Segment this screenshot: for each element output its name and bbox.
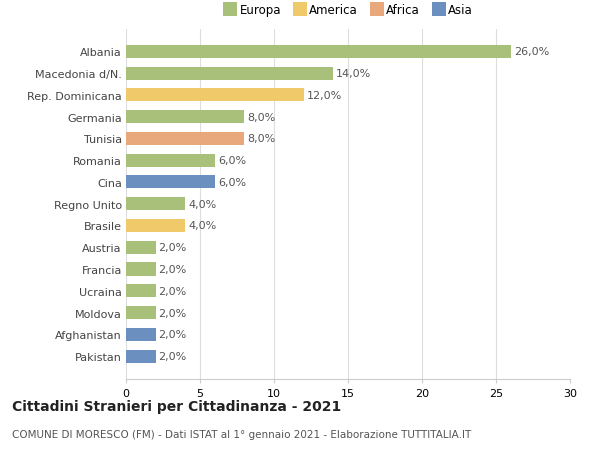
Text: 2,0%: 2,0% (158, 264, 187, 274)
Text: 4,0%: 4,0% (188, 199, 217, 209)
Bar (126, 241, 155, 254)
Bar (126, 46, 511, 59)
Text: 2,0%: 2,0% (158, 243, 187, 253)
Text: 8,0%: 8,0% (247, 112, 275, 123)
Text: COMUNE DI MORESCO (FM) - Dati ISTAT al 1° gennaio 2021 - Elaborazione TUTTITALIA: COMUNE DI MORESCO (FM) - Dati ISTAT al 1… (12, 429, 471, 439)
Bar (126, 133, 244, 146)
Bar (126, 111, 244, 124)
Text: 6,0%: 6,0% (218, 156, 246, 166)
Bar (126, 67, 333, 80)
Text: Cittadini Stranieri per Cittadinanza - 2021: Cittadini Stranieri per Cittadinanza - 2… (12, 399, 341, 413)
Legend: Europa, America, Africa, Asia: Europa, America, Africa, Asia (223, 4, 473, 17)
Text: 26,0%: 26,0% (514, 47, 549, 57)
Bar (126, 306, 155, 319)
Bar (126, 263, 155, 276)
Bar (126, 350, 155, 363)
Bar (126, 285, 155, 297)
Bar (126, 89, 304, 102)
Text: 2,0%: 2,0% (158, 330, 187, 340)
Text: 2,0%: 2,0% (158, 308, 187, 318)
Text: 2,0%: 2,0% (158, 286, 187, 296)
Bar (126, 198, 185, 211)
Bar (126, 176, 215, 189)
Bar (126, 219, 185, 233)
Text: 4,0%: 4,0% (188, 221, 217, 231)
Text: 2,0%: 2,0% (158, 351, 187, 361)
Text: 12,0%: 12,0% (307, 91, 342, 101)
Bar (126, 328, 155, 341)
Text: 8,0%: 8,0% (247, 134, 275, 144)
Text: 14,0%: 14,0% (336, 69, 371, 79)
Bar (126, 154, 215, 168)
Text: 6,0%: 6,0% (218, 178, 246, 188)
